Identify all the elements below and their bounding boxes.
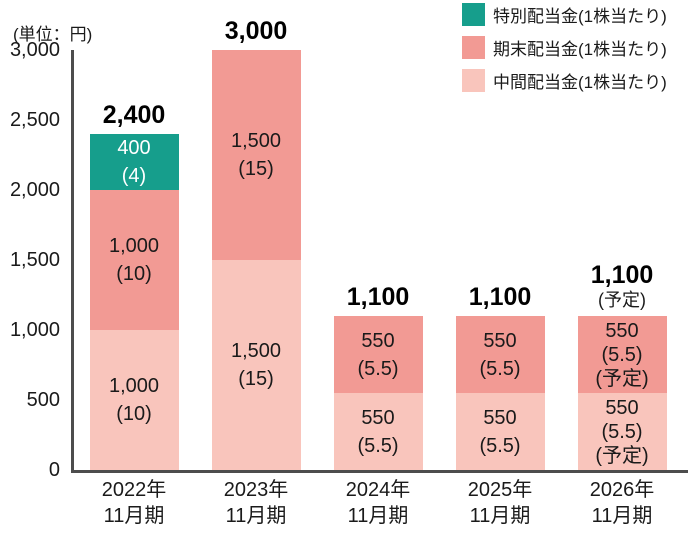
x-axis-label-line: 11月期: [103, 505, 165, 527]
segment-label: 400: [117, 137, 151, 159]
bar-segment-interim: 550 (5.5): [455, 393, 545, 470]
x-axis-label: 2026年 11月期: [552, 477, 690, 529]
bar-segment-year_end: 1,500 (15): [211, 50, 301, 260]
legend-label-special: 特別配当金(1株当たり): [493, 7, 667, 26]
segment-label: 1,000: [108, 375, 160, 397]
segment-label: (15): [238, 368, 274, 390]
y-axis-line: [71, 50, 74, 473]
x-axis-label-line: 11月期: [225, 505, 287, 527]
x-axis-line: [71, 470, 688, 473]
bar-segment-interim: 550 (5.5) (予定): [577, 393, 667, 470]
x-axis-label-line: 11月期: [347, 505, 409, 527]
bar-segment-special: 400 (4): [89, 134, 179, 190]
segment-label: (10): [116, 263, 152, 285]
segment-label: 1,500: [230, 130, 282, 152]
y-tick-label: 2,000: [9, 179, 60, 201]
x-axis-label: 2022年 11月期: [64, 477, 204, 529]
y-tick-label: 500: [26, 389, 60, 411]
x-axis-label-line: 2022年: [101, 479, 167, 501]
bar-total-label: 1,100: [420, 283, 580, 311]
y-tick-label: 3,000: [9, 39, 60, 61]
legend-label-year_end: 期末配当金(1株当たり): [493, 40, 667, 59]
x-axis-label-line: 11月期: [469, 505, 531, 527]
x-axis-label-line: 2026年: [589, 479, 655, 501]
bar-total-note: (予定): [598, 290, 646, 310]
bar-total-value: 2,400: [102, 101, 166, 129]
x-axis-label-line: 2025年: [467, 479, 533, 501]
segment-label: (4): [121, 165, 147, 187]
x-axis-label-line: 2024年: [345, 479, 411, 501]
legend-item-year_end: 期末配当金(1株当たり): [462, 36, 688, 59]
segment-label: (5.5): [357, 434, 399, 457]
bar-segment-interim: 1,000 (10): [89, 330, 179, 470]
x-axis-label: 2025年 11月期: [430, 477, 570, 529]
unit-label: (単位：円): [13, 25, 93, 44]
x-axis-label-line: 2023年: [223, 479, 289, 501]
bar-total-label: 3,000: [176, 17, 336, 45]
legend-item-interim: 中間配当金(1株当たり): [462, 69, 688, 92]
interim-swatch-icon: [462, 69, 485, 92]
y-tick-label: 1,500: [9, 249, 60, 271]
special-swatch-icon: [462, 3, 485, 26]
segment-label: 550: [361, 406, 395, 429]
segment-label: 550: [483, 329, 517, 352]
segment-label: 1,500: [230, 340, 282, 362]
x-axis-label-line: 11月期: [591, 505, 653, 527]
segment-label: 550: [361, 329, 395, 352]
segment-label: (5.5): [479, 434, 521, 457]
bar-total-label: 1,100: [298, 283, 458, 311]
bar-segment-interim: 550 (5.5): [333, 393, 423, 470]
legend-item-special: 特別配当金(1株当たり): [462, 3, 688, 26]
segment-label: (15): [238, 158, 274, 180]
y-tick-label: 0: [48, 459, 60, 481]
legend: 特別配当金(1株当たり) 期末配当金(1株当たり) 中間配当金(1株当たり): [462, 3, 688, 102]
y-tick-label: 2,500: [9, 109, 60, 131]
bar-segment-interim: 1,500 (15): [211, 260, 301, 470]
legend-label-interim: 中間配当金(1株当たり): [493, 73, 667, 92]
bar-total-value: 1,100: [346, 283, 410, 311]
year_end-swatch-icon: [462, 36, 485, 59]
segment-label: (予定): [595, 444, 649, 467]
segment-label: (5.5): [601, 420, 643, 443]
x-axis-label: 2023年 11月期: [186, 477, 326, 529]
segment-label: (10): [116, 403, 152, 425]
x-axis-label: 2024年 11月期: [308, 477, 448, 529]
bar-segment-year_end: 550 (5.5): [333, 316, 423, 393]
segment-label: (5.5): [479, 357, 521, 380]
segment-label: 550: [605, 396, 639, 419]
segment-label: 550: [483, 406, 517, 429]
bar-total-label: 1,100 (予定): [542, 261, 690, 311]
bar-segment-year_end: 550 (5.5) (予定): [577, 316, 667, 393]
bar-segment-year_end: 1,000 (10): [89, 190, 179, 330]
segment-label: 1,000: [108, 235, 160, 257]
bar-segment-year_end: 550 (5.5): [455, 316, 545, 393]
bar-total-label: 2,400: [54, 101, 214, 129]
bar-total-value: 1,100: [590, 261, 654, 289]
segment-label: (5.5): [601, 343, 643, 366]
segment-label: (予定): [595, 367, 649, 390]
segment-label: (5.5): [357, 357, 399, 380]
bar-total-value: 3,000: [224, 17, 288, 45]
bar-total-value: 1,100: [468, 283, 532, 311]
segment-label: 550: [605, 319, 639, 342]
y-tick-label: 1,000: [9, 319, 60, 341]
